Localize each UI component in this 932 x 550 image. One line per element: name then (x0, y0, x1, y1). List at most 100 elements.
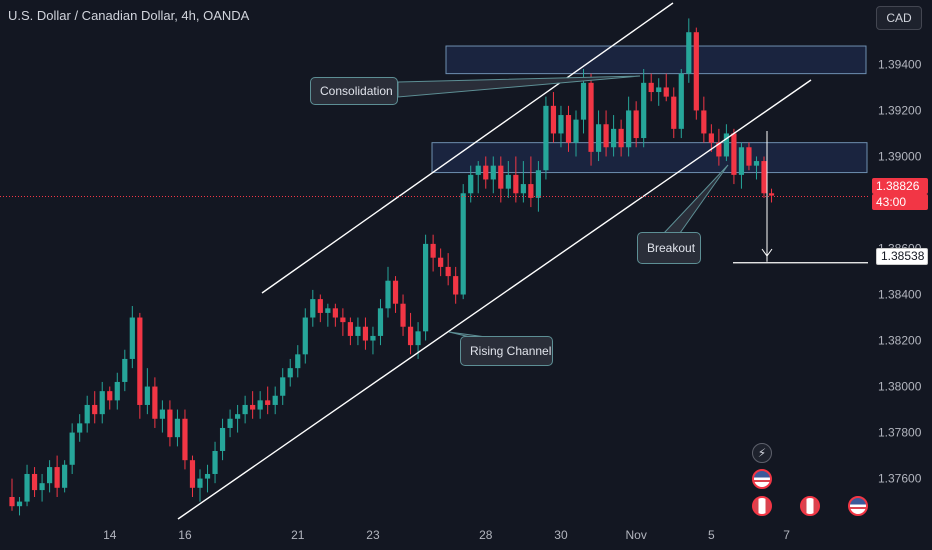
canada-flag-icon[interactable] (752, 496, 772, 516)
candle (490, 165, 496, 180)
candle (716, 142, 722, 157)
candle (159, 409, 165, 419)
candle (693, 32, 699, 111)
y-tick-label: 1.39400 (878, 57, 922, 71)
candle (671, 96, 677, 129)
candle (535, 170, 541, 198)
candle (16, 501, 23, 507)
candle (272, 395, 278, 405)
candle (144, 386, 150, 405)
candle (678, 73, 684, 129)
price-axis[interactable]: 1.394001.392001.390001.386001.384001.382… (878, 57, 922, 485)
candle (618, 128, 624, 148)
x-tick-label: 5 (708, 528, 715, 542)
y-tick-label: 1.38200 (878, 334, 922, 348)
x-tick-label: 30 (554, 528, 568, 542)
candle (137, 317, 143, 405)
candle (250, 404, 256, 410)
candle (407, 326, 414, 346)
candle (565, 115, 572, 143)
us-flag-icon[interactable] (848, 496, 868, 516)
candle (611, 128, 617, 148)
candle (227, 418, 233, 428)
candle (302, 317, 308, 355)
candle (340, 317, 346, 323)
candle (182, 418, 188, 461)
candle (543, 105, 549, 171)
candle (347, 322, 353, 336)
candle (392, 280, 399, 304)
breakout-callout[interactable]: Breakout (637, 232, 701, 264)
candle (54, 467, 60, 488)
candle (219, 427, 226, 451)
y-tick-label: 1.39200 (878, 103, 922, 117)
lightning-icon[interactable]: ⚡ (752, 443, 772, 463)
candle (415, 331, 421, 346)
candle (400, 303, 406, 327)
candle (520, 184, 526, 194)
candle (325, 308, 331, 313)
time-axis[interactable]: 14 16 21 23 28 30 Nov 5 7 (103, 528, 790, 542)
candle (39, 483, 45, 491)
candle (505, 174, 511, 189)
candle (430, 243, 436, 258)
candle (77, 423, 83, 433)
candle (686, 32, 692, 74)
candle (280, 377, 286, 396)
candle (197, 478, 203, 488)
candle (212, 450, 218, 474)
candle (761, 161, 767, 194)
resistance-zone-2 (431, 142, 868, 174)
x-tick-label: 16 (178, 528, 192, 542)
rising-channel-callout[interactable]: Rising Channel (460, 336, 553, 366)
candle (31, 473, 38, 491)
candle (453, 276, 459, 295)
candle (47, 467, 53, 484)
candle (69, 432, 75, 465)
candles-layer (9, 18, 775, 516)
candle (656, 87, 662, 93)
candle (573, 119, 579, 143)
candle (588, 82, 594, 152)
candle (167, 409, 173, 438)
y-tick-label: 1.39000 (878, 149, 922, 163)
currency-button[interactable]: CAD (876, 6, 922, 30)
candle (641, 82, 647, 139)
x-tick-label: 28 (479, 528, 493, 542)
candle (708, 133, 714, 143)
x-tick-label: 14 (103, 528, 117, 542)
channel-lower-line (177, 79, 812, 520)
consolidation-pointer (397, 75, 641, 98)
zones-layer (431, 45, 868, 174)
candle (746, 147, 752, 166)
x-tick-label: 21 (291, 528, 305, 542)
candle (332, 308, 338, 318)
candle (174, 418, 181, 438)
candle (626, 110, 632, 148)
candle (235, 414, 241, 419)
candle (701, 110, 707, 134)
lines-layer (0, 2, 868, 520)
candle (753, 161, 760, 166)
candle (122, 358, 128, 382)
consolidation-callout[interactable]: Consolidation (310, 77, 398, 105)
countdown-tag: 43:00 (872, 194, 928, 210)
us-flag-icon[interactable] (752, 469, 772, 489)
target-price-tag: 1.38538 (876, 248, 928, 265)
target-arrow-head (761, 248, 773, 257)
candle (550, 105, 557, 134)
candle (24, 473, 30, 502)
chart-title: U.S. Dollar / Canadian Dollar, 4h, OANDA (8, 8, 250, 23)
candle (663, 87, 669, 97)
channel-upper-line (261, 2, 674, 294)
candle (603, 124, 609, 148)
current-price-tag: 1.38826 (872, 178, 928, 194)
candle (468, 174, 474, 194)
canada-flag-icon[interactable] (800, 496, 820, 516)
candle (513, 174, 519, 194)
candle (310, 299, 316, 318)
x-tick-label: 7 (783, 528, 790, 542)
candle (295, 354, 301, 369)
